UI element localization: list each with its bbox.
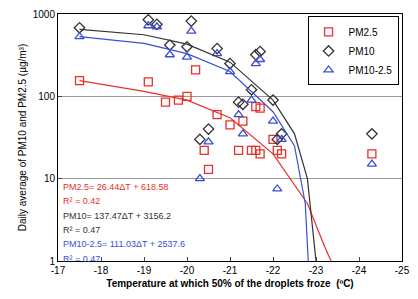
svg-text:PM10-2.5= 111.03ΔT + 2537.6: PM10-2.5= 111.03ΔT + 2537.6 [63, 239, 185, 249]
svg-text:PM10: PM10 [349, 46, 376, 57]
svg-text:-17: -17 [51, 265, 66, 276]
svg-text:100: 100 [38, 91, 55, 102]
svg-text:Daily average of PM10 and PM2.: Daily average of PM10 and PM2.5 (µg/m³) [17, 44, 28, 232]
svg-text:-25: -25 [395, 265, 410, 276]
svg-text:-20: -20 [180, 265, 195, 276]
svg-text:-19: -19 [137, 265, 152, 276]
svg-text:PM10= 137.47ΔT + 3156.2: PM10= 137.47ΔT + 3156.2 [63, 211, 171, 221]
svg-text:1: 1 [49, 256, 55, 267]
svg-text:R² = 0.47: R² = 0.47 [63, 225, 100, 235]
svg-text:-23: -23 [309, 265, 324, 276]
svg-text:R² = 0.47: R² = 0.47 [63, 254, 100, 264]
svg-text:1000: 1000 [33, 9, 56, 20]
svg-text:-21: -21 [223, 265, 238, 276]
svg-text:-18: -18 [94, 265, 109, 276]
svg-text:10: 10 [44, 173, 56, 184]
svg-text:-24: -24 [352, 265, 367, 276]
svg-text:PM2.5= 26.44ΔT + 618.58: PM2.5= 26.44ΔT + 618.58 [63, 182, 168, 192]
svg-text:R² = 0.42: R² = 0.42 [63, 196, 100, 206]
svg-text:PM2.5: PM2.5 [349, 27, 378, 38]
svg-text:Temperature at which 50% of th: Temperature at which 50% of the droplets… [106, 278, 353, 289]
svg-text:PM10-2.5: PM10-2.5 [349, 65, 393, 76]
svg-text:-22: -22 [266, 265, 281, 276]
